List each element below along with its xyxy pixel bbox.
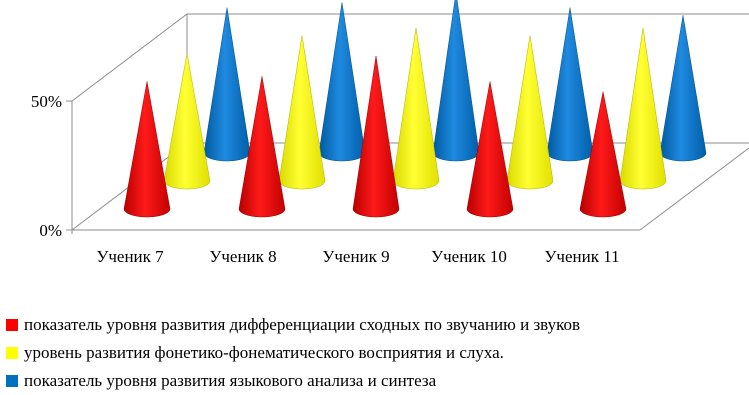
cone-series-group — [123, 0, 707, 218]
legend-item: показатель уровня развития дифференциаци… — [6, 311, 749, 339]
cone-body — [546, 7, 594, 162]
cone-0-3 — [466, 81, 514, 218]
legend: показатель уровня развития дифференциаци… — [6, 311, 749, 395]
cone-body — [352, 55, 400, 218]
legend-swatch — [6, 347, 18, 359]
category-label: Ученик 7 — [96, 247, 164, 266]
legend-item: уровень развития фонетико-фонематическог… — [6, 339, 749, 367]
y-tick-label-0: 0% — [39, 221, 62, 240]
legend-item: показатель уровня развития языкового ана… — [6, 367, 749, 395]
y-tick-label-50: 50% — [31, 92, 62, 111]
legend-label: показатель уровня развития языкового ана… — [24, 371, 437, 390]
cone-2-3 — [546, 7, 594, 162]
cone-0-0 — [123, 81, 171, 218]
cone-body — [278, 35, 326, 190]
legend-swatch — [6, 319, 18, 331]
cone-body — [659, 15, 707, 162]
floor-right-edge — [639, 147, 749, 231]
cone-body — [238, 76, 286, 218]
cone-body — [579, 91, 627, 218]
category-label: Ученик 11 — [544, 247, 619, 266]
legend-label: уровень развития фонетико-фонематическог… — [24, 343, 504, 362]
cone-2-4 — [659, 15, 707, 162]
cone-1-1 — [278, 35, 326, 190]
cone-2-2 — [432, 0, 480, 162]
cone-body — [123, 81, 171, 218]
category-label: Ученик 9 — [322, 247, 389, 266]
cone-body — [432, 0, 480, 162]
cone-0-2 — [352, 55, 400, 218]
cone-chart: 50% 0% Ученик 7 Ученик 8 Ученик 9 Ученик… — [31, 0, 749, 266]
category-label: Ученик 10 — [431, 247, 507, 266]
category-label: Ученик 8 — [209, 247, 276, 266]
cone-1-0 — [163, 53, 211, 190]
cone-body — [392, 27, 440, 190]
legend-label: показатель уровня развития дифференциаци… — [24, 315, 581, 334]
cone-body — [466, 81, 514, 218]
cone-0-1 — [238, 76, 286, 218]
cone-2-0 — [203, 7, 251, 162]
cone-body — [619, 27, 667, 190]
cone-body — [203, 7, 251, 162]
cone-body — [318, 2, 366, 162]
gridline-50 — [71, 13, 188, 102]
legend-swatch — [6, 375, 18, 387]
cone-body — [506, 35, 554, 190]
cone-2-1 — [318, 2, 366, 162]
cone-0-4 — [579, 91, 627, 218]
cone-1-3 — [506, 35, 554, 190]
cone-body — [163, 53, 211, 190]
cone-1-4 — [619, 27, 667, 190]
cone-1-2 — [392, 27, 440, 190]
